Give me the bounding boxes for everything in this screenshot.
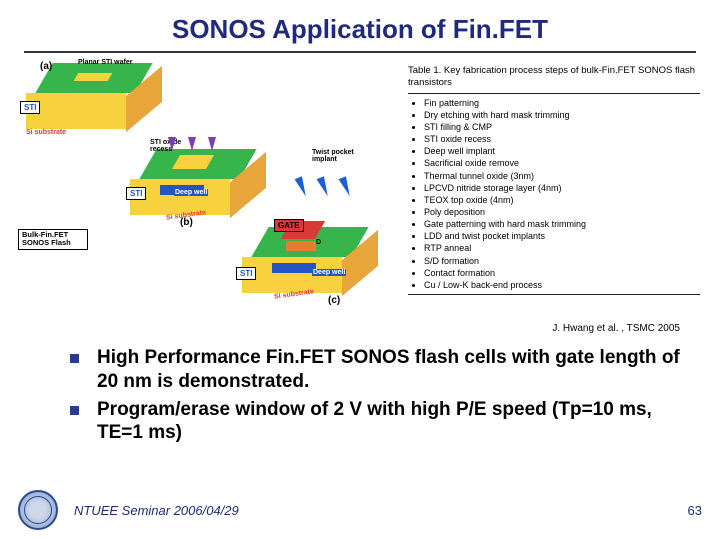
proc-step: Gate patterning with hard mask trimming [424, 218, 700, 230]
sti-label-b: STI [126, 187, 146, 200]
fabrication-diagram: (a) Planar STI wafer STI Si substrate Bu… [20, 59, 400, 319]
proc-step: STI filling & CMP [424, 121, 700, 133]
footer-text: NTUEE Seminar 2006/04/29 [74, 503, 688, 518]
university-seal-icon [18, 490, 58, 530]
side-box-text: Bulk-Fin.FET SONOS Flash [22, 230, 71, 247]
ono-d-label: D [316, 239, 321, 246]
table-title: Table 1. Key fabrication process steps o… [408, 65, 700, 90]
deep-well-b: Deep well [174, 189, 208, 196]
deep-well-c: Deep well [312, 269, 346, 276]
proc-step: LDD and twist pocket implants [424, 230, 700, 242]
bullet-square-icon [70, 354, 79, 363]
implant-arrow-3 [208, 137, 216, 151]
twist-arrow-3 [339, 176, 354, 198]
panel-a-id: (a) [40, 61, 52, 72]
panel-a [26, 63, 156, 139]
proc-step: Poly deposition [424, 206, 700, 218]
proc-step: LPCVD nitride storage layer (4nm) [424, 182, 700, 194]
bullet-item: High Performance Fin.FET SONOS flash cel… [70, 346, 690, 394]
gate-label: GATE [274, 219, 304, 232]
page-number: 63 [688, 503, 702, 518]
proc-step: RTP anneal [424, 242, 700, 254]
slide-title: SONOS Application of Fin.FET [0, 0, 720, 51]
sti-label-a: STI [20, 101, 40, 114]
panel-c-id: (c) [328, 295, 340, 306]
table-rule-top [408, 93, 700, 94]
content-row: (a) Planar STI wafer STI Si substrate Bu… [0, 59, 720, 319]
implant-arrow-1 [168, 137, 176, 151]
si-sub-a: Si substrate [26, 129, 66, 136]
proc-step: Thermal tunnel oxide (3nm) [424, 170, 700, 182]
twist-arrow-2 [317, 176, 332, 198]
title-underline [24, 51, 696, 53]
implant-arrow-2 [188, 137, 196, 151]
proc-step: Cu / Low-K back-end process [424, 279, 700, 291]
process-table: Table 1. Key fabrication process steps o… [408, 59, 700, 319]
proc-step: Dry etching with hard mask trimming [424, 109, 700, 121]
table-rule-bottom [408, 294, 700, 295]
process-step-list: Fin patterning Dry etching with hard mas… [408, 97, 700, 291]
proc-step: TEOX top oxide (4nm) [424, 194, 700, 206]
sti-label-c: STI [236, 267, 256, 280]
twist-arrow-1 [295, 176, 310, 198]
proc-step: S/D formation [424, 255, 700, 267]
side-box-label: Bulk-Fin.FET SONOS Flash [18, 229, 88, 250]
proc-step: STI oxide recess [424, 133, 700, 145]
footer: NTUEE Seminar 2006/04/29 63 [0, 490, 720, 530]
citation: J. Hwang et al. , TSMC 2005 [0, 319, 720, 342]
twist-pocket-label: Twist pocket implant [312, 149, 358, 163]
proc-step: Fin patterning [424, 97, 700, 109]
bullet-item: Program/erase window of 2 V with high P/… [70, 398, 690, 446]
bullet-square-icon [70, 406, 79, 415]
bullet-text: Program/erase window of 2 V with high P/… [97, 398, 690, 446]
proc-step: Deep well implant [424, 145, 700, 157]
bullet-text: High Performance Fin.FET SONOS flash cel… [97, 346, 690, 394]
panel-a-caption: Planar STI wafer [78, 59, 132, 66]
proc-step: Sacrificial oxide remove [424, 157, 700, 169]
bullet-list: High Performance Fin.FET SONOS flash cel… [0, 342, 720, 445]
proc-step: Contact formation [424, 267, 700, 279]
